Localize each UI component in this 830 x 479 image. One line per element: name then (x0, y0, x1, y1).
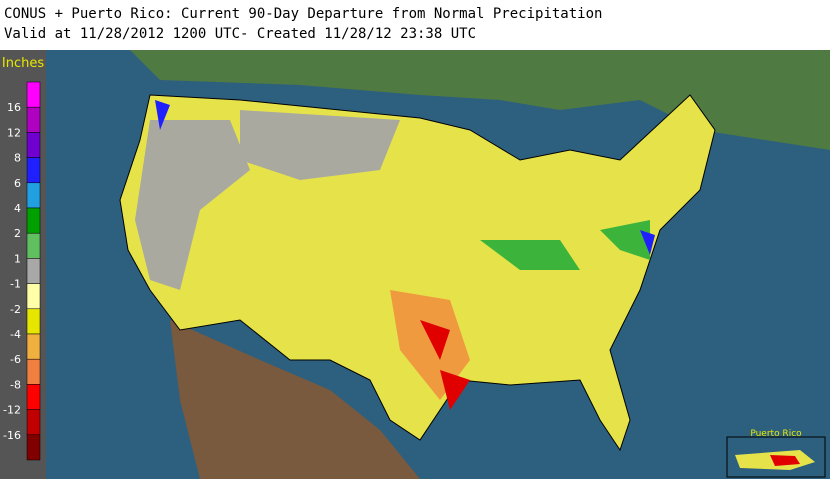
dry-normal-west (135, 120, 250, 290)
legend-swatch (26, 157, 41, 184)
legend-label: -1 (10, 278, 21, 291)
legend-swatch (26, 132, 41, 158)
legend: 16 12 8 6 4 2 1 -1 -2 -4 -6 -8 -12 -16 (3, 81, 41, 461)
header-bg (0, 0, 830, 50)
legend-swatch (26, 358, 41, 385)
normal-north (240, 110, 400, 180)
wet-ohio (480, 220, 650, 270)
legend-swatch (26, 333, 41, 360)
legend-label: 12 (7, 126, 21, 139)
legend-label: 8 (14, 152, 21, 165)
title: CONUS + Puerto Rico: Current 90-Day Depa… (4, 6, 602, 22)
legend-swatch (26, 232, 41, 259)
mexico-land (170, 320, 420, 479)
legend-label: -16 (3, 429, 21, 442)
legend-swatch (26, 106, 41, 133)
legend-swatch (26, 283, 41, 310)
legend-label: 16 (7, 101, 21, 114)
inset-label: Puerto Rico (750, 429, 802, 439)
legend-swatch (26, 384, 41, 410)
legend-label: -8 (10, 378, 21, 391)
canada-land (130, 50, 830, 150)
legend-title: Inches (2, 56, 44, 71)
legend-label: 2 (14, 227, 21, 240)
legend-label: -2 (10, 303, 21, 316)
legend-swatch (26, 434, 41, 461)
legend-label: 4 (14, 202, 21, 215)
legend-swatch (26, 409, 41, 436)
legend-swatch (26, 182, 41, 209)
orange-south (390, 290, 470, 400)
legend-swatch (26, 308, 41, 335)
legend-swatch (26, 81, 41, 108)
legend-label: -6 (10, 353, 21, 366)
subtitle: Valid at 11/28/2012 1200 UTC- Created 11… (4, 26, 476, 42)
legend-label: -4 (10, 328, 21, 341)
legend-label: 6 (14, 177, 21, 190)
legend-swatch (26, 258, 41, 284)
legend-label: -12 (3, 404, 21, 417)
legend-swatch (26, 207, 41, 234)
puerto-rico-dry (770, 455, 800, 466)
conus (119, 94, 716, 452)
legend-label: 1 (14, 252, 21, 265)
red-texas (420, 320, 470, 410)
